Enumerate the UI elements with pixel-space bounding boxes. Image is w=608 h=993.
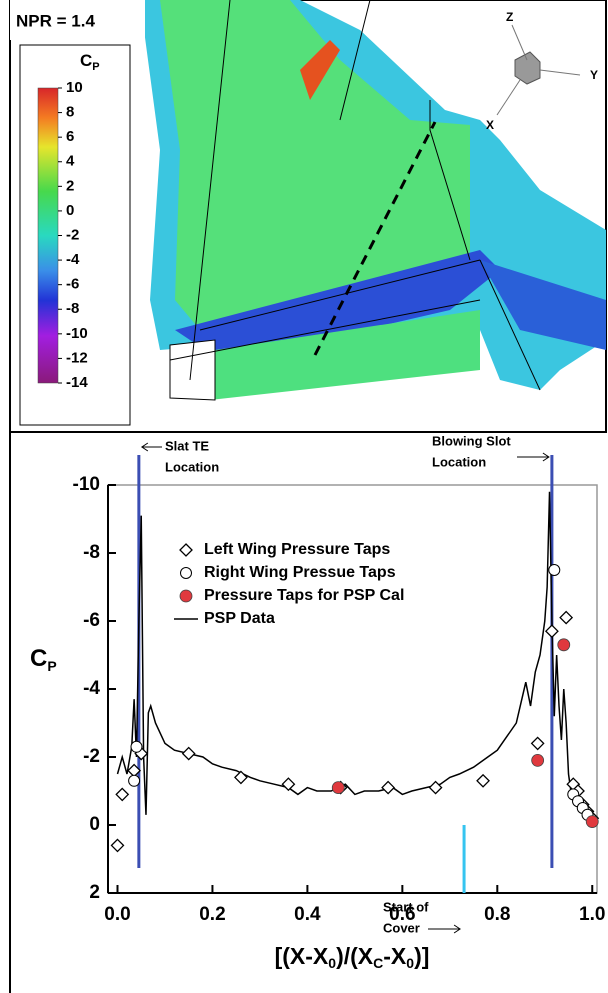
filled-marker [331, 781, 345, 794]
reference-label: Location [165, 459, 219, 474]
diamond-marker [559, 610, 574, 625]
filled-marker [531, 754, 545, 767]
psp-line [116, 491, 593, 823]
diamond-marker [234, 770, 248, 785]
x-tick-label: 0.8 [484, 904, 510, 925]
y-tick-label: -10 [73, 474, 100, 495]
colorbar-tick-label: 10 [66, 79, 83, 96]
colorbar-tick-label: 0 [66, 202, 74, 219]
diamond-marker [181, 746, 196, 761]
legend-label: PSP Data [204, 610, 275, 627]
colorbar-tick-label: -14 [66, 374, 88, 391]
legend-swatch [180, 567, 192, 579]
colorbar-title: CP [80, 51, 100, 72]
x-tick-label: 1.0 [579, 904, 605, 925]
arrow [140, 442, 162, 452]
x-label-part: C [373, 955, 383, 971]
colorbar-tick-label: -12 [66, 349, 88, 366]
colorbar-tick-label: -8 [66, 300, 79, 317]
psp-image [9, 0, 607, 433]
npr-label: NPR = 1.4 [16, 11, 95, 30]
colorbar-tick-label: -6 [66, 276, 79, 293]
x-label-part: )/(X [336, 943, 374, 969]
colorbar-tick-label: -10 [66, 325, 88, 342]
y-tick-label: -4 [83, 678, 100, 699]
colorbar-tick-label: -2 [66, 226, 79, 243]
circle-marker [548, 564, 561, 576]
diamond-marker [110, 838, 125, 853]
colorbar-title-sub: P [92, 61, 99, 73]
reference-label: Slat TE [165, 438, 209, 453]
reference-label: Cover [383, 920, 420, 935]
legend-label: Left Wing Pressure Taps [204, 541, 390, 558]
x-axis-label: [(X-X0)/(XC-X0)] [275, 943, 430, 971]
diamond-marker [281, 777, 296, 792]
reference-label: Blowing Slot [432, 433, 511, 448]
y-tick-label: -8 [83, 542, 100, 563]
y-tick-label: -6 [83, 610, 100, 631]
x-tick-label: 0.6 [389, 904, 415, 925]
y-tick-label: 2 [89, 882, 100, 903]
x-label-part: [(X-X [275, 943, 329, 969]
x-tick-label: 0.0 [104, 904, 130, 925]
legend-label: Right Wing Pressue Taps [204, 564, 396, 581]
filled-marker [557, 638, 571, 652]
diamond-marker [530, 736, 545, 751]
filled-marker [585, 815, 599, 828]
colorbar-tick-label: -4 [66, 251, 80, 268]
x-tick-label: 0.2 [199, 904, 225, 925]
y-label-main: C [30, 645, 47, 672]
x-label-part: 0 [328, 955, 336, 971]
y-tick-label: -2 [83, 746, 100, 767]
colorbar-tick-label: 6 [66, 128, 74, 145]
legend-label: Pressure Taps for PSP Cal [204, 587, 404, 604]
diamond-marker [544, 624, 559, 639]
legend-box [169, 534, 491, 634]
colorbar-tick-label: 8 [66, 104, 74, 121]
arrow [517, 452, 550, 462]
y-tick-label: 0 [89, 814, 100, 835]
x-label-part: 0 [406, 955, 414, 971]
y-label-sub: P [47, 658, 56, 674]
colorbar-tick-label: 2 [66, 177, 74, 194]
legend-swatch [179, 543, 193, 557]
colorbar-tick-label: 4 [66, 153, 75, 170]
diamond-marker [428, 780, 443, 795]
triad-y: Y [590, 68, 598, 82]
x-label-part: -X [383, 943, 407, 969]
diamond-marker [115, 787, 130, 802]
arrow [428, 924, 461, 934]
circle-marker [130, 740, 143, 753]
x-tick-label: 0.4 [294, 904, 321, 925]
diamond-marker [476, 773, 490, 788]
colorbar-title-main: C [80, 51, 92, 70]
y-axis-label: CP [30, 645, 57, 673]
legend-swatch [179, 589, 193, 603]
diamond-marker [381, 780, 396, 795]
reference-label: Start of [383, 899, 429, 914]
x-label-part: )] [414, 943, 429, 969]
triad-x: X [486, 118, 494, 132]
triad-z: Z [506, 10, 513, 24]
reference-label: Location [432, 454, 486, 469]
circle-marker [128, 774, 141, 787]
